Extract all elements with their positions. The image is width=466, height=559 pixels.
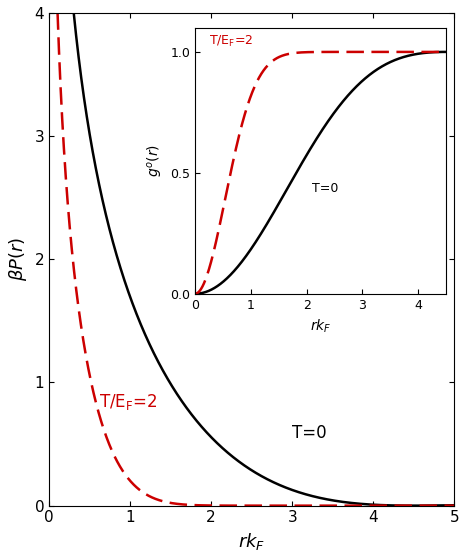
Text: T/E$_{\rm F}$=2: T/E$_{\rm F}$=2 (99, 392, 158, 412)
Text: T=0: T=0 (292, 424, 327, 442)
X-axis label: $rk_F$: $rk_F$ (238, 531, 265, 552)
Y-axis label: $\beta P(r)$: $\beta P(r)$ (7, 237, 29, 281)
